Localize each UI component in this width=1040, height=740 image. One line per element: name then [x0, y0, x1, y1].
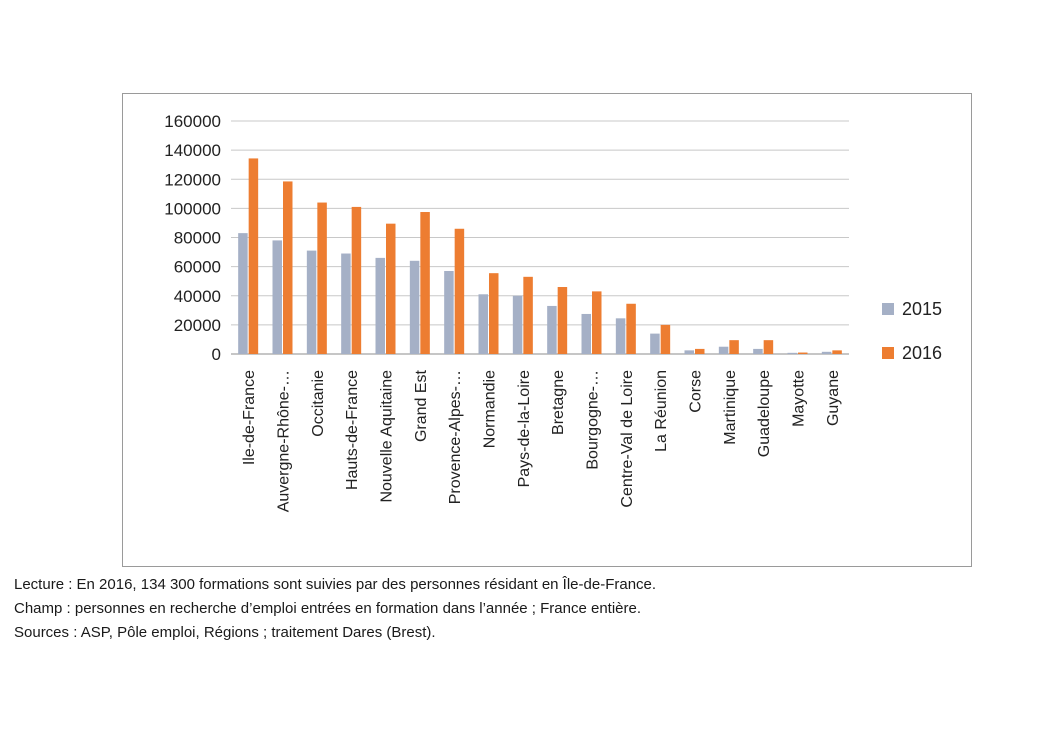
- bar-2016: [660, 324, 671, 354]
- bar-2016: [523, 276, 533, 354]
- legend-swatch-2016: [882, 347, 894, 359]
- bar-2015: [341, 253, 351, 354]
- y-tick-label: 100000: [164, 199, 221, 218]
- x-tick-label: Pays-de-la-Loire: [516, 370, 533, 487]
- bar-2016: [489, 273, 499, 354]
- x-tick-label: La Réunion: [653, 370, 670, 452]
- x-tick-label: Normandie: [482, 370, 499, 448]
- bar-2015: [650, 333, 660, 354]
- x-tick-label: Guadeloupe: [756, 370, 773, 457]
- bar-2016: [420, 212, 430, 354]
- bar-2016: [592, 291, 602, 354]
- x-tick-label: Martinique: [722, 370, 739, 445]
- x-tick-label: Mayotte: [791, 370, 808, 427]
- chart-notes: Lecture : En 2016, 134 300 formations so…: [14, 573, 656, 645]
- bar-2015: [409, 260, 420, 354]
- x-tick-label: Hauts-de-France: [344, 370, 361, 490]
- bar-2016: [557, 287, 568, 354]
- bar-2016: [351, 206, 362, 354]
- bar-2016: [695, 348, 705, 354]
- bar-2015: [615, 318, 626, 354]
- bar-2015: [238, 233, 248, 354]
- bar-2016: [248, 158, 259, 354]
- bar-2015: [444, 270, 454, 354]
- note-lecture: Lecture : En 2016, 134 300 formations so…: [14, 576, 657, 593]
- y-tick-label: 80000: [174, 229, 221, 248]
- chart-frame: 0 20000 40000 60000 80000 100000 120000 140000 1…: [122, 93, 972, 567]
- bar-2015: [718, 346, 729, 354]
- x-tick-label: Nouvelle Aquitaine: [379, 370, 396, 503]
- bar-2015: [272, 240, 282, 354]
- x-tick-label: Bretagne: [550, 370, 567, 435]
- bar-2015: [581, 313, 591, 354]
- y-tick-label: 0: [212, 345, 221, 364]
- bar-2016: [283, 181, 293, 354]
- bar-2016: [626, 303, 636, 354]
- bar-2015: [512, 295, 523, 354]
- bar-2015: [547, 305, 557, 354]
- bar-2015: [306, 250, 317, 354]
- y-tick-label: 20000: [174, 316, 221, 335]
- y-tick-label: 40000: [174, 287, 221, 306]
- x-tick-label: Corse: [688, 370, 705, 413]
- note-sources: Sources : ASP, Pôle emploi, Régions ; tr…: [14, 624, 436, 641]
- x-tick-label: Occitanie: [310, 370, 327, 437]
- y-tick-label: 140000: [164, 141, 221, 160]
- legend-label-2016: 2016: [902, 343, 942, 363]
- bar-2015: [684, 350, 694, 354]
- bar-2015: [787, 352, 797, 354]
- bar-2016: [317, 202, 327, 354]
- x-tick-label: Provence-Alpes-…: [447, 370, 464, 504]
- bar-2016: [798, 352, 808, 354]
- x-tick-label: Auvergne-Rhône-…: [276, 370, 293, 512]
- bar-2016: [386, 223, 396, 354]
- y-tick-label: 120000: [164, 170, 221, 189]
- bar-2016: [729, 340, 739, 354]
- y-tick-label: 60000: [174, 258, 221, 277]
- x-tick-label: Centre-Val de Loire: [619, 370, 636, 508]
- y-tick-label: 160000: [164, 112, 221, 131]
- x-tick-label: Ile-de-France: [241, 370, 258, 465]
- bar-2016: [832, 350, 842, 354]
- x-tick-label: Grand Est: [413, 369, 430, 442]
- x-tick-label: Guyane: [825, 370, 842, 426]
- bar-2015: [478, 294, 488, 354]
- bar-2015: [375, 257, 385, 354]
- note-champ: Champ : personnes en recherche d’emploi …: [14, 600, 642, 617]
- bar-2015: [821, 351, 832, 354]
- bar-2016: [454, 228, 465, 354]
- legend-label-2015: 2015: [902, 299, 942, 319]
- bar-chart: 0 20000 40000 60000 80000 100000 120000 140000 1…: [164, 112, 942, 512]
- legend-swatch-2015: [882, 303, 894, 315]
- x-tick-label: Bourgogne-…: [585, 370, 602, 470]
- bar-2015: [753, 348, 763, 354]
- bar-2016: [763, 340, 774, 354]
